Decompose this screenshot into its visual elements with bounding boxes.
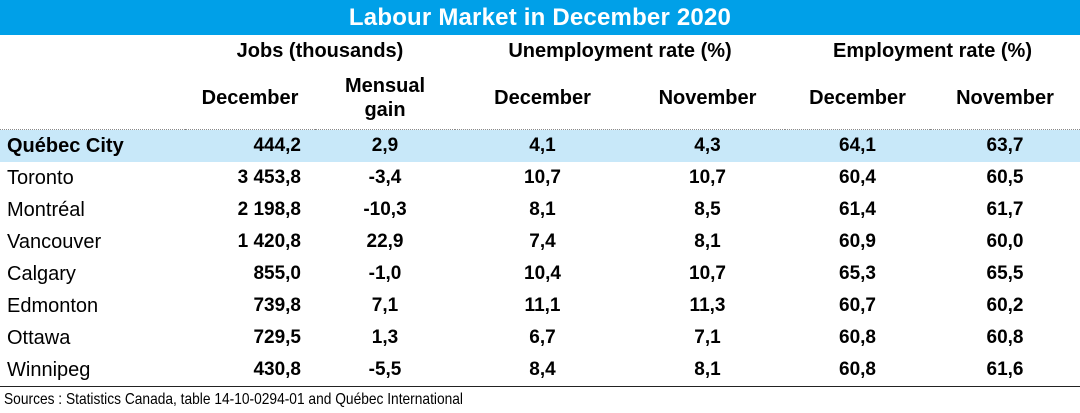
table-row-vancouver: Vancouver 1 420,8 22,9 7,4 8,1 60,9 60,0: [0, 226, 1080, 258]
unemployment-december-value: 7,4: [529, 231, 556, 252]
employment-november-value: 61,7: [986, 199, 1024, 220]
group-header-unemployment-rate: Unemployment rate (%): [508, 39, 732, 62]
employment-november-value: 65,5: [986, 263, 1024, 284]
jobs-december-value: 430,8: [253, 359, 301, 380]
subheader-mensual-gain-label: Mensual gain: [344, 75, 426, 121]
column-subheader-row: December Mensual gain December November …: [0, 67, 1080, 130]
unemployment-december-value: 11,1: [524, 295, 561, 316]
city-name: Montréal: [7, 198, 85, 221]
jobs-december-value: 444,2: [253, 135, 301, 156]
empty-city-header-cell: [0, 67, 185, 130]
unemployment-december-value: 4,1: [529, 135, 556, 156]
city-name: Winnipeg: [7, 358, 91, 381]
unemployment-december-value: 10,7: [524, 167, 561, 188]
empty-corner-cell: [0, 35, 185, 67]
mensual-gain-value: -1,0: [368, 263, 402, 284]
employment-november-value: 61,6: [986, 359, 1024, 380]
unemployment-december-value: 6,7: [529, 327, 556, 348]
employment-december-value: 65,3: [839, 263, 876, 284]
jobs-december-value: 739,8: [253, 295, 301, 316]
city-name: Québec City: [7, 134, 124, 157]
city-name: Calgary: [7, 262, 76, 285]
mensual-gain-value: 7,1: [371, 295, 399, 316]
mensual-gain-value: 2,9: [371, 135, 399, 156]
jobs-december-value: 3 453,8: [237, 167, 301, 188]
table-row-montreal: Montréal 2 198,8 -10,3 8,1 8,5 61,4 61,7: [0, 194, 1080, 226]
unemployment-november-value: 7,1: [694, 327, 721, 348]
unemployment-december-value: 8,4: [529, 359, 556, 380]
page-title: Labour Market in December 2020: [0, 0, 1080, 35]
employment-december-value: 60,7: [839, 295, 876, 316]
group-header-jobs: Jobs (thousands): [236, 39, 404, 62]
employment-december-value: 61,4: [839, 199, 876, 220]
subheader-mensual-gain: Mensual gain: [315, 67, 456, 130]
employment-november-value: 60,2: [986, 295, 1024, 316]
jobs-december-value: 1 420,8: [237, 231, 301, 252]
table-row-quebec-city: Québec City 444,2 2,9 4,1 4,3 64,1 63,7: [0, 129, 1080, 162]
jobs-december-value: 729,5: [253, 327, 301, 348]
subheader-unemployment-november: November: [630, 67, 786, 130]
subheader-employment-december: December: [785, 67, 931, 130]
employment-december-value: 60,9: [839, 231, 876, 252]
unemployment-november-value: 11,3: [689, 295, 726, 316]
employment-december-value: 60,8: [839, 327, 876, 348]
unemployment-november-value: 8,1: [694, 359, 721, 380]
city-name: Toronto: [7, 166, 74, 189]
unemployment-december-value: 8,1: [529, 199, 556, 220]
subheader-employment-november: November: [930, 67, 1080, 130]
mensual-gain-value: 1,3: [371, 327, 399, 348]
employment-december-value: 64,1: [839, 135, 876, 156]
city-name: Edmonton: [7, 294, 99, 317]
employment-november-value: 60,8: [986, 327, 1024, 348]
employment-december-value: 60,8: [839, 359, 876, 380]
table-bottom-rule: [0, 386, 1080, 387]
jobs-december-value: 855,0: [253, 263, 301, 284]
city-name: Ottawa: [7, 326, 71, 349]
unemployment-november-value: 8,5: [694, 199, 721, 220]
employment-november-value: 63,7: [986, 135, 1024, 156]
city-name: Vancouver: [7, 230, 102, 253]
unemployment-november-value: 8,1: [694, 231, 721, 252]
unemployment-december-value: 10,4: [524, 263, 561, 284]
unemployment-november-value: 10,7: [689, 167, 726, 188]
employment-november-value: 60,5: [986, 167, 1024, 188]
subheader-jobs-december: December: [185, 67, 315, 130]
mensual-gain-value: -3,4: [368, 167, 402, 188]
employment-november-value: 60,0: [986, 231, 1024, 252]
table-row-calgary: Calgary 855,0 -1,0 10,4 10,7 65,3 65,5: [0, 258, 1080, 290]
sources-line: Sources : Statistics Canada, table 14-10…: [0, 387, 1080, 411]
mensual-gain-value: -5,5: [368, 359, 402, 380]
table-row-edmonton: Edmonton 739,8 7,1 11,1 11,3 60,7 60,2: [0, 290, 1080, 322]
table-row-winnipeg: Winnipeg 430,8 -5,5 8,4 8,1 60,8 61,6: [0, 354, 1080, 386]
table-row-ottawa: Ottawa 729,5 1,3 6,7 7,1 60,8 60,8: [0, 322, 1080, 354]
mensual-gain-value: 22,9: [366, 231, 404, 252]
unemployment-november-value: 10,7: [689, 263, 726, 284]
jobs-december-value: 2 198,8: [237, 199, 301, 220]
column-group-header-row: Jobs (thousands) Unemployment rate (%) E…: [0, 35, 1080, 67]
table-row-toronto: Toronto 3 453,8 -3,4 10,7 10,7 60,4 60,5: [0, 162, 1080, 194]
sources-text: Sources : Statistics Canada, table 14-10…: [4, 391, 463, 408]
labour-market-table: Jobs (thousands) Unemployment rate (%) E…: [0, 35, 1080, 386]
mensual-gain-value: -10,3: [363, 199, 407, 220]
employment-december-value: 60,4: [839, 167, 876, 188]
unemployment-november-value: 4,3: [694, 135, 721, 156]
subheader-unemployment-december: December: [455, 67, 631, 130]
group-header-employment-rate: Employment rate (%): [833, 39, 1032, 62]
